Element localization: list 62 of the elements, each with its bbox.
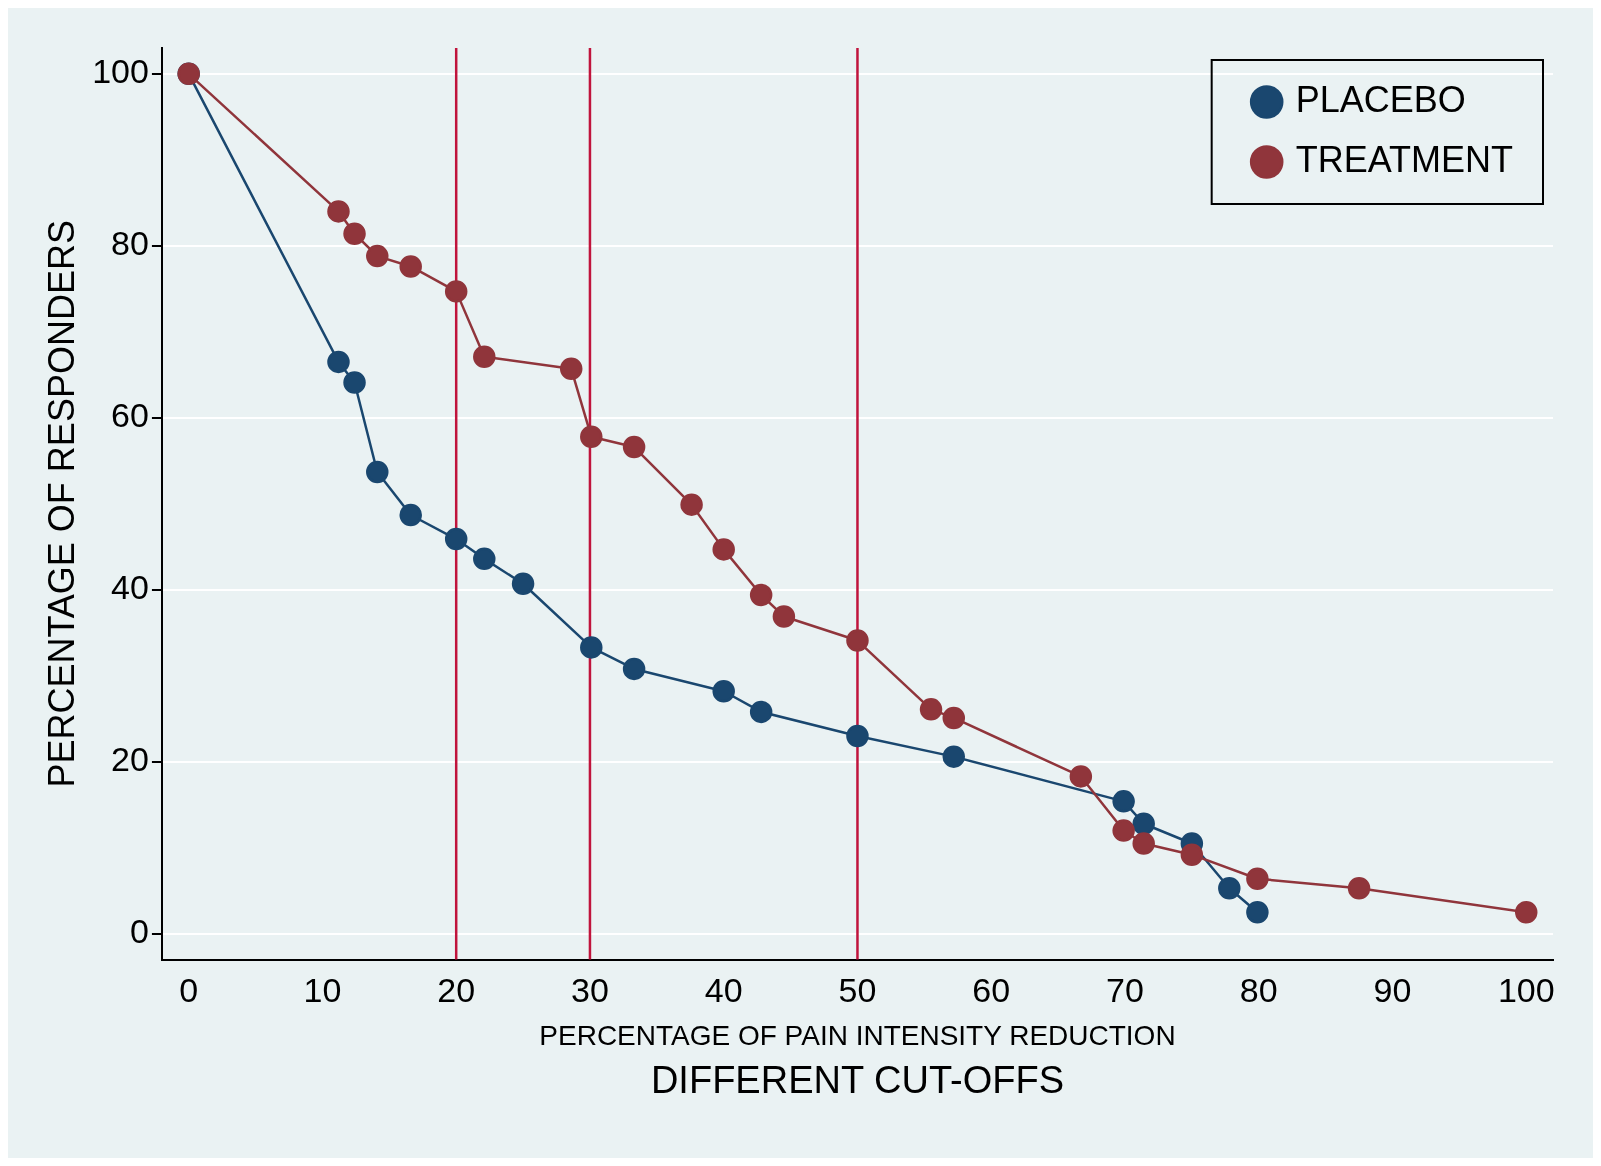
point — [622, 657, 646, 681]
x-tick-label: 40 — [704, 971, 743, 1010]
point — [919, 698, 943, 721]
point — [1515, 901, 1538, 924]
point — [580, 636, 603, 659]
point — [473, 345, 496, 368]
point — [846, 629, 869, 652]
point — [366, 244, 389, 268]
x-tick-label: 90 — [1373, 971, 1412, 1010]
x-tick-label: 100 — [1497, 971, 1555, 1010]
text: DIFFERENT CUT-OFFS — [650, 1059, 1064, 1102]
point — [942, 706, 966, 730]
point — [1246, 901, 1269, 924]
point — [1112, 819, 1135, 842]
point — [1218, 876, 1241, 900]
point — [1246, 867, 1269, 891]
point — [680, 493, 703, 516]
point — [942, 745, 966, 768]
point — [712, 538, 735, 561]
x-tick-label: 80 — [1239, 971, 1278, 1010]
x-tick-label: 10 — [303, 971, 342, 1010]
point — [846, 724, 869, 748]
point — [399, 255, 422, 278]
point — [327, 200, 350, 223]
point — [343, 371, 366, 394]
x-tick-label: 50 — [838, 971, 877, 1010]
point — [511, 572, 535, 596]
point — [399, 503, 422, 527]
point — [580, 425, 603, 448]
point — [366, 460, 389, 484]
y-axis-title: PERCENTAGE OF RESPONDERS — [40, 220, 82, 788]
x-tick-label: 20 — [437, 971, 476, 1010]
legend-label: TREATMENT — [1295, 138, 1514, 180]
point — [712, 680, 735, 703]
x-axis-title: PERCENTAGE OF PAIN INTENSITY REDUCTION — [539, 1019, 1176, 1051]
point — [1132, 812, 1155, 835]
point — [343, 222, 366, 246]
y-tick-label: 20 — [111, 740, 149, 779]
y-tick-label: 40 — [111, 568, 149, 607]
point — [473, 547, 496, 571]
point — [559, 357, 583, 381]
y-tick-label: 100 — [92, 52, 149, 91]
point — [1069, 765, 1093, 788]
x-tick-label: 70 — [1106, 971, 1144, 1010]
point — [749, 700, 773, 724]
y-tick-label: 80 — [111, 224, 149, 263]
point — [1132, 832, 1155, 855]
point — [1112, 790, 1135, 813]
point — [772, 605, 796, 628]
point — [622, 435, 646, 459]
y-tick-label: 0 — [130, 912, 149, 951]
point — [1347, 876, 1371, 900]
legend-label: PLACEBO — [1295, 78, 1466, 120]
point — [749, 583, 773, 607]
x-tick-label: 0 — [179, 971, 199, 1010]
point — [327, 350, 350, 374]
y-tick-label: 60 — [111, 396, 149, 435]
point — [444, 527, 468, 551]
x-tick-label: 60 — [972, 971, 1011, 1010]
point — [444, 280, 468, 303]
point — [1180, 843, 1204, 866]
x-tick-label: 30 — [571, 971, 609, 1010]
